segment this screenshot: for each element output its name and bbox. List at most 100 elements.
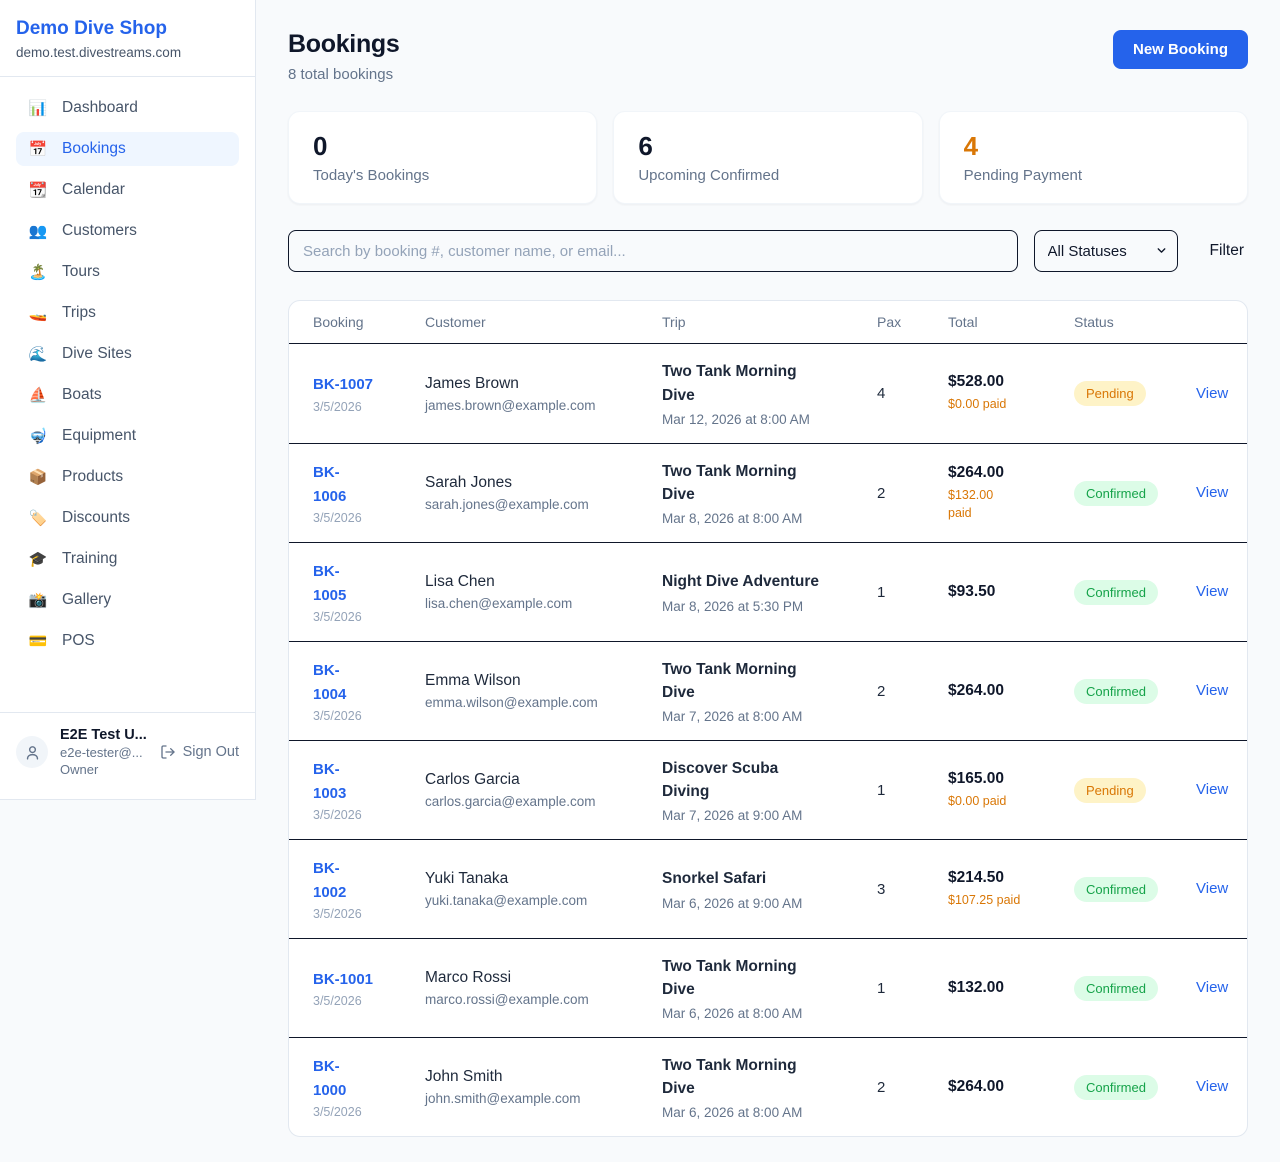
trip-datetime: Mar 6, 2026 at 8:00 AM [662, 1105, 803, 1121]
table-row: BK-1007 3/5/2026 James Brown james.brown… [289, 344, 1247, 443]
sidebar-nav: 📊 Dashboard 📅 Bookings 📆 Calendar 👥 Cust… [0, 77, 255, 679]
filter-controls: All Statuses Filter [288, 230, 1248, 272]
trip-name: Night Dive Adventure [662, 573, 820, 591]
pos-credit-card-icon: 💳 [28, 633, 48, 650]
training-graduation-cap-icon: 🎓 [28, 551, 48, 568]
sidebar-item-equipment[interactable]: 🤿 Equipment [28, 427, 137, 445]
view-link[interactable]: View [1196, 682, 1229, 699]
new-booking-button[interactable]: New Booking [1112, 30, 1248, 69]
sidebar-item-customers[interactable]: 👥 Customers [28, 222, 137, 240]
pax-count: 2 [877, 682, 886, 700]
pax-count: 3 [877, 880, 886, 898]
stat-value: 0 [313, 131, 328, 161]
pax-count: 2 [877, 1078, 886, 1096]
sign-out-icon [160, 745, 175, 759]
status-badge: Pending [1074, 381, 1146, 406]
customer-email: james.brown@example.com [425, 397, 596, 413]
user-info: E2E Test U... e2e-tester@... Owner [60, 727, 147, 777]
status-filter-select[interactable]: All Statuses [1033, 230, 1178, 272]
discounts-tag-icon: 🏷️ [28, 510, 48, 527]
customer-name: Lisa Chen [425, 573, 495, 590]
page-title-block: Bookings 8 total bookings [288, 30, 400, 83]
customers-people-icon: 👥 [28, 223, 48, 240]
sidebar-item-trips[interactable]: 🚤 Trips [28, 304, 96, 322]
search-input[interactable] [288, 230, 1018, 272]
sidebar-item-calendar[interactable]: 📆 Calendar [28, 181, 125, 199]
sidebar-item-dive-sites[interactable]: 🌊 Dive Sites [28, 345, 132, 363]
trip-name: Snorkel Safari [662, 870, 767, 888]
trip-name: Two Tank Morning Dive [662, 957, 797, 998]
booking-id-link[interactable]: BK- 1003 [313, 761, 347, 802]
total-amount: $165.00 [948, 769, 1005, 787]
view-link[interactable]: View [1196, 484, 1229, 501]
sign-out-button[interactable]: Sign Out [160, 744, 239, 760]
status-badge: Confirmed [1074, 975, 1158, 1001]
booking-date: 3/5/2026 [313, 708, 362, 723]
trip-name: Two Tank Morning Dive [662, 363, 797, 404]
sidebar-item-discounts[interactable]: 🏷️ Discounts [28, 509, 131, 527]
view-link[interactable]: View [1196, 1078, 1229, 1095]
booking-date: 3/5/2026 [313, 510, 362, 525]
stat-card: 6 Upcoming Confirmed [613, 111, 923, 204]
equipment-diving-mask-icon: 🤿 [28, 428, 48, 445]
view-link[interactable]: View [1196, 583, 1229, 600]
total-amount: $264.00 [948, 1078, 1005, 1095]
booking-id-link[interactable]: BK- 1006 [313, 464, 347, 505]
sidebar-item-pos[interactable]: 💳 POS [28, 632, 95, 650]
stat-label: Upcoming Confirmed [638, 167, 780, 184]
booking-id-link[interactable]: BK-1007 [313, 376, 374, 394]
main-content: Bookings 8 total bookings New Booking 0 … [256, 0, 1280, 1162]
trip-name: Two Tank Morning Dive [662, 660, 797, 701]
pax-count: 1 [877, 781, 886, 799]
sidebar-item-bookings[interactable]: 📅 Bookings [16, 132, 239, 166]
sidebar-item-products[interactable]: 📦 Products [28, 468, 124, 486]
customer-email: john.smith@example.com [425, 1091, 581, 1106]
table-header: Booking Customer Trip Pax Total Status [289, 301, 1247, 344]
sidebar-item-dashboard[interactable]: 📊 Dashboard [28, 99, 138, 117]
brand-title: Demo Dive Shop [16, 18, 167, 39]
table-row: BK- 1003 3/5/2026 Carlos Garcia carlos.g… [289, 740, 1247, 839]
customer-name: John Smith [425, 1068, 503, 1085]
stat-value: 6 [638, 131, 653, 161]
paid-amount: $107.25 paid [948, 892, 1021, 907]
avatar [16, 736, 48, 768]
stat-card: 4 Pending Payment [938, 111, 1248, 204]
table-row: BK- 1005 3/5/2026 Lisa Chen lisa.chen@ex… [289, 542, 1247, 641]
booking-date: 3/5/2026 [313, 609, 362, 624]
sidebar-item-training[interactable]: 🎓 Training [28, 550, 118, 568]
status-badge: Confirmed [1074, 678, 1158, 704]
booking-id-link[interactable]: BK- 1000 [313, 1058, 347, 1099]
col-header-trip: Trip [662, 314, 686, 330]
status-badge: Confirmed [1074, 579, 1158, 605]
booking-id-link[interactable]: BK-1001 [313, 970, 374, 988]
filter-button[interactable]: Filter [1209, 242, 1244, 259]
status-badge: Confirmed [1074, 876, 1158, 902]
booking-date: 3/5/2026 [313, 807, 362, 822]
status-badge: Confirmed [1074, 1074, 1158, 1100]
total-amount: $264.00 [948, 682, 1005, 699]
sidebar-item-tours[interactable]: 🏝️ Tours [28, 263, 100, 281]
table-row: BK- 1002 3/5/2026 Yuki Tanaka yuki.tanak… [289, 839, 1247, 938]
user-email: e2e-tester@... [60, 745, 143, 760]
trip-datetime: Mar 6, 2026 at 8:00 AM [662, 1006, 803, 1022]
sidebar-item-gallery[interactable]: 📸 Gallery [28, 591, 112, 609]
customer-email: lisa.chen@example.com [425, 596, 573, 611]
brand-block: Demo Dive Shop demo.test.divestreams.com [0, 0, 255, 77]
view-link[interactable]: View [1196, 880, 1229, 897]
view-link[interactable]: View [1196, 781, 1229, 798]
pax-count: 4 [877, 385, 886, 402]
customer-email: sarah.jones@example.com [425, 497, 589, 512]
total-amount: $528.00 [948, 373, 1005, 391]
col-header-customer: Customer [425, 314, 486, 330]
brand-domain: demo.test.divestreams.com [16, 45, 182, 60]
booking-id-link[interactable]: BK- 1005 [313, 563, 347, 604]
trip-name: Two Tank Morning Dive [662, 462, 797, 503]
booking-id-link[interactable]: BK- 1002 [313, 860, 347, 901]
view-link[interactable]: View [1196, 384, 1229, 402]
view-link[interactable]: View [1196, 979, 1229, 996]
user-role: Owner [60, 762, 99, 777]
sidebar-item-boats[interactable]: ⛵ Boats [28, 386, 102, 404]
table-row: BK- 1004 3/5/2026 Emma Wilson emma.wilso… [289, 641, 1247, 740]
booking-id-link[interactable]: BK- 1004 [313, 662, 347, 703]
